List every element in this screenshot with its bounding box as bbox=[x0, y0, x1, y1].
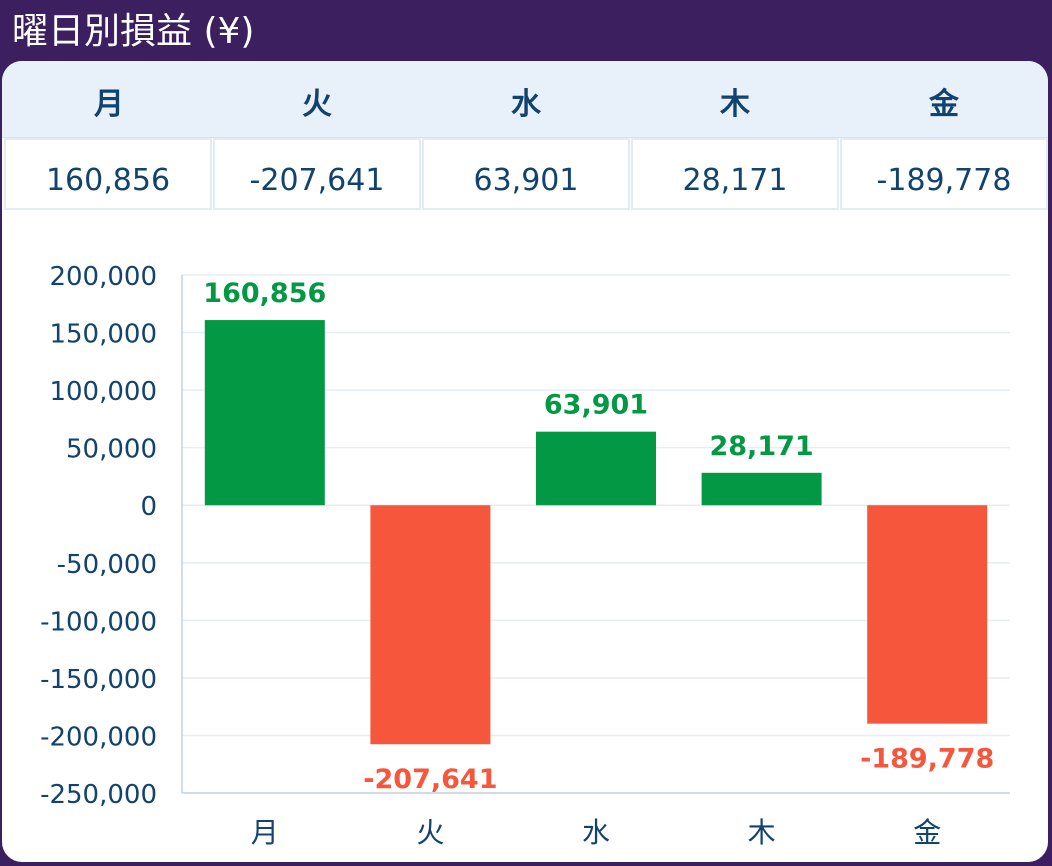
day-header-tue: 火 bbox=[302, 87, 332, 122]
bar-value-label: -189,778 bbox=[860, 744, 994, 775]
header-bar: 曜日別損益 (¥) bbox=[0, 0, 1052, 62]
x-tick-label: 火 bbox=[416, 816, 444, 849]
y-tick-label: -250,000 bbox=[40, 780, 157, 810]
y-tick-label: 0 bbox=[140, 492, 157, 522]
value-cell-thu: 28,171 bbox=[631, 138, 839, 210]
bar-value-label: 160,856 bbox=[203, 278, 326, 309]
bar-1 bbox=[370, 505, 491, 745]
day-header-wed: 水 bbox=[511, 87, 541, 122]
x-tick-label: 金 bbox=[913, 816, 941, 849]
bar-3 bbox=[701, 472, 822, 506]
x-tick-label: 月 bbox=[251, 816, 279, 849]
y-tick-label: -50,000 bbox=[57, 550, 157, 580]
value-row: 160,856 -207,641 63,901 28,171 -189,778 bbox=[2, 138, 1048, 212]
y-tick-label: 50,000 bbox=[66, 435, 157, 465]
y-tick-label: 200,000 bbox=[49, 262, 157, 292]
bar-4 bbox=[867, 505, 988, 724]
day-header-fri: 金 bbox=[929, 87, 959, 122]
day-header-mon: 月 bbox=[94, 87, 124, 122]
y-tick-label: -200,000 bbox=[40, 722, 157, 752]
value-cell-tue: -207,641 bbox=[213, 138, 421, 210]
bar-value-label: 63,901 bbox=[544, 390, 648, 421]
x-tick-label: 水 bbox=[582, 816, 610, 849]
page-title: 曜日別損益 (¥) bbox=[12, 11, 255, 52]
x-tick-label: 木 bbox=[748, 816, 776, 849]
value-cell-fri: -189,778 bbox=[840, 138, 1048, 210]
day-header-row: 月 火 水 木 金 bbox=[2, 61, 1048, 138]
bar-0 bbox=[204, 320, 325, 506]
day-header-thu: 木 bbox=[720, 87, 750, 122]
pnl-card: 月 火 水 木 金 160,856 -207,641 63,901 28,171… bbox=[2, 61, 1048, 862]
value-cell-wed: 63,901 bbox=[422, 138, 630, 210]
y-tick-label: 100,000 bbox=[49, 377, 157, 407]
y-tick-label: -150,000 bbox=[40, 665, 157, 695]
bar-value-label: 28,171 bbox=[709, 431, 813, 462]
y-tick-label: -100,000 bbox=[40, 607, 157, 637]
y-tick-label: 150,000 bbox=[49, 320, 157, 350]
value-cell-mon: 160,856 bbox=[4, 138, 212, 210]
bar-value-label: -207,641 bbox=[363, 764, 497, 795]
bar-2 bbox=[536, 431, 656, 506]
